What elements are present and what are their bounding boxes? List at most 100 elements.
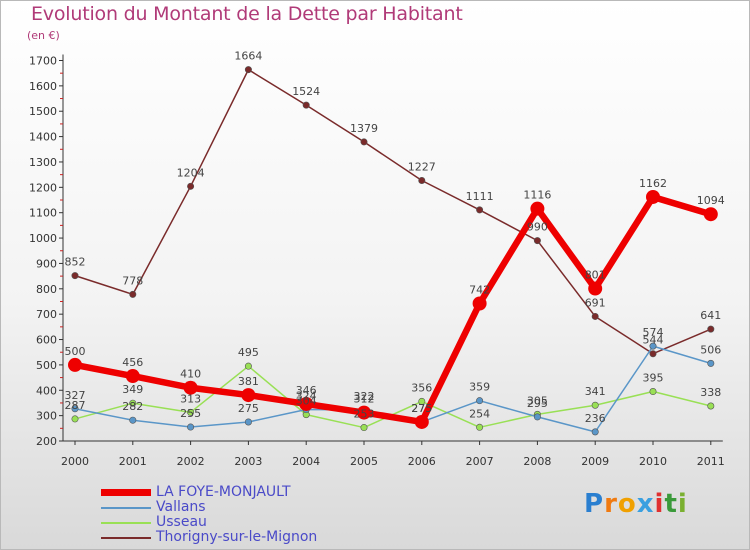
y-tick-label: 1300	[29, 156, 57, 169]
y-tick-label: 900	[36, 257, 57, 270]
series-point-0	[588, 281, 603, 296]
logo-letter: x	[636, 489, 655, 519]
series-point-1	[591, 428, 599, 436]
data-label: 1116	[523, 189, 551, 202]
series-point-2	[71, 415, 79, 423]
y-tick-label: 1200	[29, 181, 57, 194]
chart-subtitle: (en €)	[27, 29, 60, 42]
legend-label: LA FOYE-MONJAULT	[156, 484, 291, 500]
x-tick-label: 2005	[350, 455, 378, 468]
x-tick-label: 2010	[639, 455, 667, 468]
series-point-1	[129, 416, 137, 424]
data-label: 324	[296, 390, 317, 403]
series-point-2	[244, 362, 252, 370]
series-point-0	[241, 388, 256, 403]
series-point-3	[71, 272, 79, 280]
y-tick-label: 300	[36, 410, 57, 423]
series-point-2	[591, 401, 599, 409]
series-point-3	[707, 325, 715, 333]
legend-item: Usseau	[101, 515, 317, 530]
series-point-3	[533, 237, 541, 245]
logo-letter: t	[664, 489, 678, 519]
data-label: 381	[238, 375, 259, 388]
series-point-2	[476, 423, 484, 431]
data-label: 287	[65, 399, 86, 412]
series-point-3	[360, 138, 368, 146]
logo-letter: r	[604, 489, 618, 519]
series-point-0	[357, 405, 371, 420]
chart-title: Evolution du Montant de la Dette par Hab…	[31, 3, 463, 25]
data-label: 312	[354, 393, 375, 406]
data-label: 1094	[697, 194, 725, 207]
data-label: 1227	[408, 160, 436, 173]
series-line-0	[71, 193, 715, 426]
data-label: 254	[469, 407, 490, 420]
series-point-1	[649, 342, 657, 350]
x-tick-label: 2000	[61, 455, 89, 468]
series-point-2	[129, 399, 137, 407]
data-label: 304	[296, 395, 317, 408]
data-label: 341	[585, 385, 606, 398]
series-point-0	[125, 369, 140, 384]
series-point-1	[476, 397, 484, 405]
data-label: 275	[411, 402, 432, 415]
x-tick-label: 2004	[292, 455, 320, 468]
y-tick-label: 800	[36, 283, 57, 296]
x-tick-label: 2011	[697, 455, 725, 468]
data-label: 253	[354, 408, 375, 421]
series-point-2	[360, 424, 368, 432]
data-label: 255	[180, 407, 201, 420]
data-label: 1111	[466, 190, 494, 203]
series-point-0	[703, 207, 718, 222]
data-label: 691	[585, 296, 606, 309]
data-label: 305	[527, 394, 548, 407]
logo-letter: i	[677, 489, 688, 519]
x-tick-label: 2007	[466, 455, 494, 468]
data-label: 801	[585, 269, 606, 282]
series-point-1	[244, 418, 252, 426]
logo-letter: i	[654, 489, 665, 519]
logo-letter: P	[584, 489, 605, 519]
legend-swatch	[101, 521, 151, 524]
x-tick-label: 2009	[581, 455, 609, 468]
data-label: 495	[238, 346, 259, 359]
data-label: 990	[527, 221, 548, 234]
chart-legend: LA FOYE-MONJAULT Vallans Usseau Thorigny-su…	[101, 485, 317, 545]
series-point-3	[591, 312, 599, 320]
series-point-1	[71, 405, 79, 413]
legend-item: Thorigny-sur-le-Mignon	[101, 530, 317, 545]
series-point-0	[414, 414, 429, 429]
series-point-2	[187, 408, 195, 416]
data-label: 349	[122, 383, 143, 396]
series-line-3	[74, 68, 712, 355]
legend-label: Vallans	[156, 499, 206, 515]
series-point-3	[476, 206, 484, 214]
series-point-1	[707, 359, 715, 367]
y-tick-label: 1400	[29, 131, 57, 144]
legend-swatch	[101, 489, 151, 496]
legend-item: Vallans	[101, 500, 317, 515]
series-point-2	[649, 388, 657, 396]
legend-label: Usseau	[156, 514, 207, 530]
data-label: 500	[65, 345, 86, 358]
data-label: 1162	[639, 177, 667, 190]
data-label: 275	[238, 402, 259, 415]
x-tick-label: 2003	[234, 455, 262, 468]
data-label: 356	[411, 381, 432, 394]
legend-swatch	[101, 506, 151, 509]
data-label: 1664	[234, 50, 262, 63]
data-label: 275	[411, 402, 432, 415]
data-label: 359	[469, 381, 490, 394]
data-label: 313	[180, 392, 201, 405]
legend-label: Thorigny-sur-le-Mignon	[156, 529, 318, 545]
series-point-1	[533, 413, 541, 421]
series-point-0	[299, 396, 314, 411]
data-label: 1204	[177, 166, 205, 179]
series-point-0	[530, 201, 545, 216]
data-label: 327	[65, 389, 86, 402]
series-point-0	[68, 357, 82, 372]
data-label: 641	[700, 309, 721, 322]
data-label: 295	[527, 397, 548, 410]
